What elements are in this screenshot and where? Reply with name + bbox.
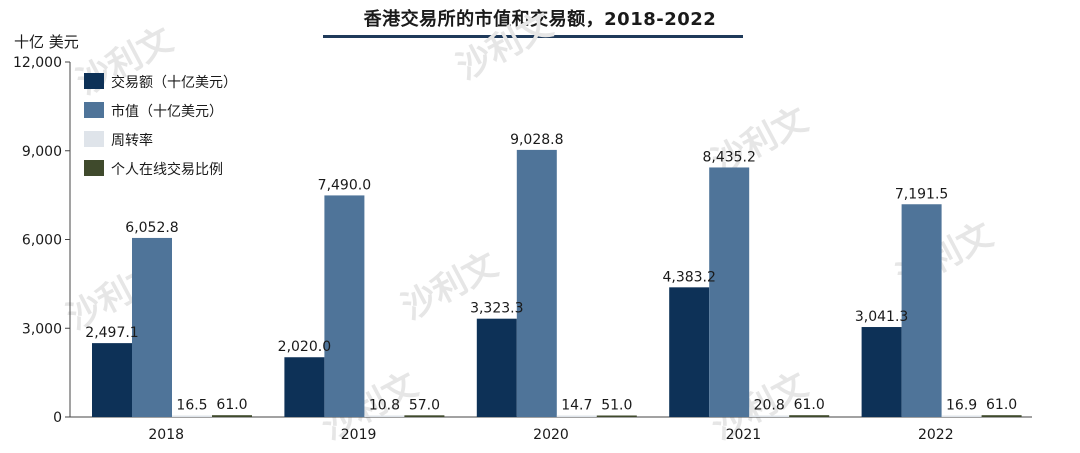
y-tick-label: 0 (53, 410, 62, 426)
x-tick-label-2021: 2021 (726, 427, 762, 443)
legend-label-0: 交易额（十亿美元） (111, 74, 237, 91)
data-label-2021-s3: 61.0 (794, 397, 825, 413)
data-label-2020-s1: 9,028.8 (510, 132, 563, 148)
data-label-2022-s0: 3,041.3 (855, 309, 908, 325)
bar-2022-s1 (901, 204, 942, 417)
data-label-2018-s2: 16.5 (176, 398, 207, 414)
data-label-2020-s3: 51.0 (601, 397, 632, 413)
y-tick-label: 9,000 (22, 144, 62, 160)
bar-2022-s0 (861, 327, 902, 417)
bar-2019-s2 (364, 415, 405, 417)
legend-label-3: 个人在线交易比例 (111, 161, 223, 178)
y-tick-label: 6,000 (22, 233, 62, 249)
legend-swatch-3 (84, 160, 104, 176)
data-label-2020-s0: 3,323.3 (470, 301, 523, 317)
y-tick-label: 3,000 (22, 321, 62, 337)
legend-swatch-0 (84, 73, 104, 89)
legend-swatch-2 (84, 131, 104, 147)
title-underline (323, 35, 743, 38)
bar-2018-s2 (172, 415, 212, 417)
watermark-text: 沙利文 (450, 5, 559, 88)
legend-swatch-1 (84, 102, 104, 118)
data-label-2018-s0: 2,497.1 (85, 325, 138, 341)
bar-2018-s3 (212, 415, 252, 417)
bar-2021-s0 (669, 287, 710, 417)
data-label-2020-s2: 14.7 (561, 398, 592, 414)
data-label-2022-s3: 61.0 (986, 397, 1017, 413)
data-label-2018-s3: 61.0 (216, 397, 247, 413)
x-tick-label-2019: 2019 (341, 427, 377, 443)
bars (92, 149, 1022, 417)
data-label-2021-s2: 20.8 (754, 398, 785, 414)
data-labels: 2,497.1 6,052.8 16.5 61.0 2,020.0 7,490.0 10.8… (85, 132, 1017, 414)
data-label-2022-s1: 7,191.5 (895, 186, 948, 202)
data-label-2019-s3: 57.0 (409, 397, 440, 413)
bar-2021-s3 (789, 415, 830, 417)
legend-label-1: 市值（十亿美元） (111, 103, 223, 120)
bar-2019-s3 (404, 415, 445, 417)
data-label-2021-s0: 4,383.2 (662, 269, 715, 285)
data-label-2022-s2: 16.9 (946, 398, 977, 414)
bar-2021-s2 (749, 415, 790, 417)
x-tick-label-2020: 2020 (533, 427, 569, 443)
bar-2019-s1 (324, 195, 365, 417)
bar-2020-s0 (476, 318, 517, 417)
bar-2018-s1 (132, 237, 172, 417)
y-axis-unit-label: 十亿 美元 (14, 33, 79, 51)
data-label-2021-s1: 8,435.2 (702, 149, 755, 165)
data-label-2019-s2: 10.8 (369, 398, 400, 414)
x-tick-label-2018: 2018 (148, 427, 184, 443)
data-label-2019-s0: 2,020.0 (278, 339, 331, 355)
bar-2018-s0 (92, 343, 132, 417)
data-label-2018-s1: 6,052.8 (125, 220, 178, 236)
bar-2022-s3 (981, 415, 1022, 417)
bar-2020-s2 (556, 415, 597, 417)
bar-2020-s1 (516, 149, 557, 417)
bar-2019-s0 (284, 357, 325, 417)
bar-2020-s3 (596, 415, 637, 417)
x-tick-label-2022: 2022 (918, 427, 954, 443)
chart-title: 香港交易所的市值和交易额，2018-2022 (363, 9, 717, 30)
bar-2021-s1 (709, 167, 750, 417)
data-label-2019-s1: 7,490.0 (318, 177, 371, 193)
bar-2022-s2 (941, 415, 982, 417)
y-tick-label: 12,000 (13, 55, 62, 71)
legend-label-2: 周转率 (111, 132, 153, 149)
